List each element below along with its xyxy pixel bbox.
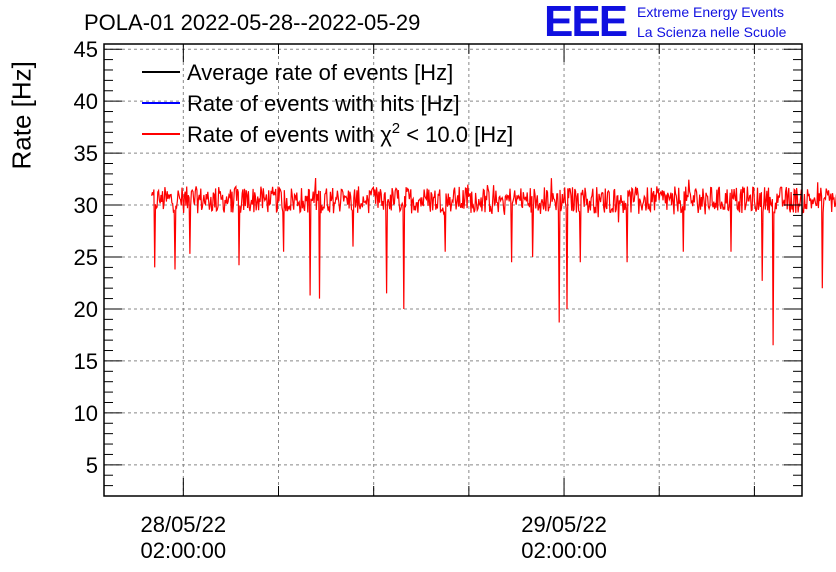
x-tick-label-date: 28/05/22 bbox=[140, 512, 226, 537]
legend-label-chi2: Rate of events with χ2 < 10.0 [Hz] bbox=[187, 120, 513, 147]
legend-label-average: Average rate of events [Hz] bbox=[187, 60, 453, 85]
x-tick-label-time: 02:00:00 bbox=[140, 538, 226, 563]
series-line-chi2 bbox=[151, 177, 836, 346]
legend: Average rate of events [Hz] Rate of event… bbox=[142, 60, 513, 147]
logo-line-2: La Scienza nelle Scuole bbox=[637, 24, 787, 40]
y-tick-label: 10 bbox=[74, 401, 98, 426]
y-tick-label: 5 bbox=[86, 453, 98, 478]
logo-line-1: Extreme Energy Events bbox=[637, 4, 785, 20]
x-tick-label-date: 29/05/22 bbox=[521, 512, 607, 537]
chart-title: POLA-01 2022-05-28--2022-05-29 bbox=[84, 10, 421, 35]
y-tick-label: 25 bbox=[74, 245, 98, 270]
y-tick-label: 40 bbox=[74, 89, 98, 114]
y-tick-label: 15 bbox=[74, 349, 98, 374]
legend-label-hits: Rate of events with hits [Hz] bbox=[187, 91, 460, 116]
plot-frame bbox=[103, 43, 803, 497]
x-tick-label-time: 02:00:00 bbox=[521, 538, 607, 563]
y-tick-label: 45 bbox=[74, 37, 98, 62]
y-axis: 5 10 15 20 25 30 35 40 45 bbox=[74, 37, 802, 497]
y-tick-label: 30 bbox=[74, 193, 98, 218]
series-group bbox=[151, 177, 836, 346]
y-tick-label: 20 bbox=[74, 297, 98, 322]
eee-logo: EEE bbox=[544, 0, 628, 46]
grid-lines bbox=[104, 44, 802, 496]
y-tick-label: 35 bbox=[74, 141, 98, 166]
